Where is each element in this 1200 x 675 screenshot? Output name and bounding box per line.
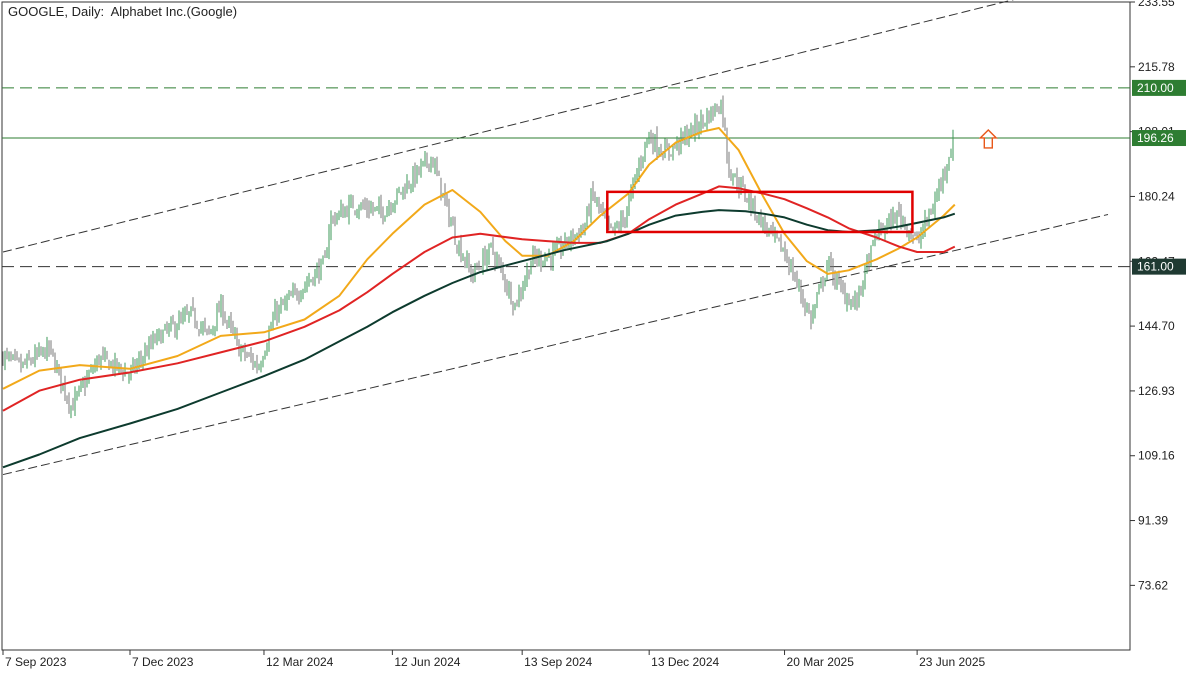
level-badge-label-2: 161.00: [1137, 260, 1174, 274]
moving-average-1: [2, 185, 956, 412]
plot-frame: [1, 1, 1131, 651]
x-tick-label: 7 Sep 2023: [5, 655, 67, 669]
x-tick-label: 13 Dec 2024: [651, 655, 719, 669]
x-tick-label: 13 Sep 2024: [524, 655, 592, 669]
x-tick-label: 20 Mar 2025: [787, 655, 855, 669]
y-tick-label: 126.93: [1138, 384, 1175, 398]
y-tick-label: 109.16: [1138, 449, 1175, 463]
channel-upper-line: [2, 0, 1015, 253]
resistance-zone: [606, 190, 914, 234]
level-badge-2: [1132, 258, 1186, 275]
level-badge-label-0: 210.00: [1137, 81, 1174, 95]
x-tick-label: 7 Dec 2023: [132, 655, 194, 669]
y-tick-label: 215.78: [1138, 60, 1175, 74]
level-badge-1: [1132, 130, 1186, 147]
y-tick-label: 180.24: [1138, 189, 1175, 203]
up-arrow-icon: [978, 128, 998, 149]
x-tick-label: 23 Jun 2025: [919, 655, 985, 669]
y-tick-label: 73.62: [1138, 578, 1168, 592]
y-tick-label: 233.55: [1138, 0, 1175, 9]
x-tick-label: 12 Mar 2024: [266, 655, 334, 669]
channel-lower-line: [2, 213, 1109, 476]
level-badge-0: [1132, 79, 1186, 96]
moving-average-0: [2, 127, 956, 390]
x-tick-label: 12 Jun 2024: [394, 655, 460, 669]
y-tick-label: 144.70: [1138, 319, 1175, 333]
level-badge-label-1: 196.26: [1137, 131, 1174, 145]
chart-title: GOOGLE, Daily: Alphabet Inc.(Google): [8, 4, 238, 19]
y-tick-label: 91.39: [1138, 514, 1168, 528]
